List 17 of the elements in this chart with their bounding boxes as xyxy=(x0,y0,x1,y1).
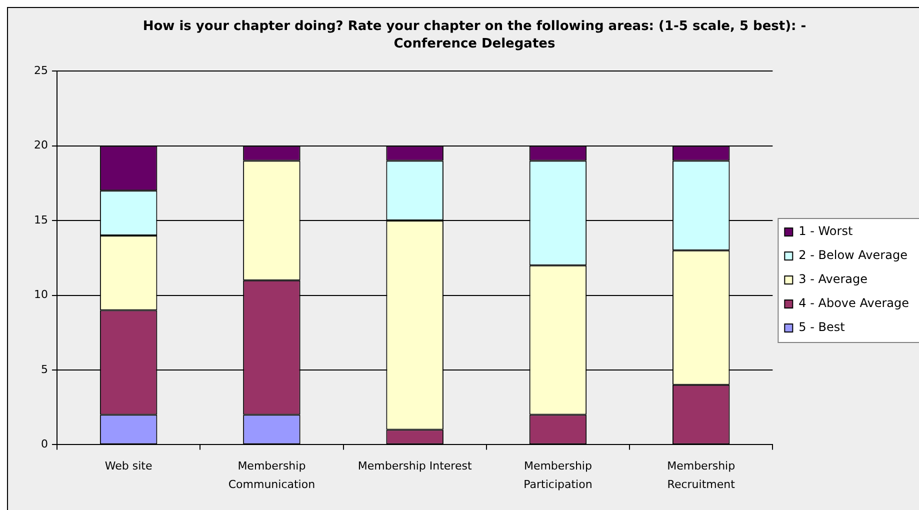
x-tick-label: Membership Communication xyxy=(228,460,316,491)
x-tick-label: Membership Interest xyxy=(358,460,472,473)
chart-title: How is your chapter doing? Rate your chapter on the following areas: (1-5 scale, 5 best): - Conference Delegates xyxy=(142,19,806,52)
legend-label: 5 - Best xyxy=(798,320,846,334)
x-tick-label: Membership Recruitment xyxy=(667,460,736,491)
y-tick-label: 0 xyxy=(40,438,48,451)
y-tick-label: 25 xyxy=(34,64,48,77)
legend-label: 1 - Worst xyxy=(798,224,853,238)
y-tick-label: 10 xyxy=(34,288,48,302)
legend-label: 4 - Above Average xyxy=(798,296,910,310)
y-tick-label: 15 xyxy=(34,213,48,226)
y-tick-label: 20 xyxy=(34,138,48,152)
legend-label: 3 - Average xyxy=(798,272,868,286)
x-tick-label: Membership Participation xyxy=(524,460,592,491)
legend-label: 2 - Below Average xyxy=(798,248,908,262)
x-tick-label: Web site xyxy=(104,460,152,473)
y-tick-label: 5 xyxy=(40,362,48,376)
